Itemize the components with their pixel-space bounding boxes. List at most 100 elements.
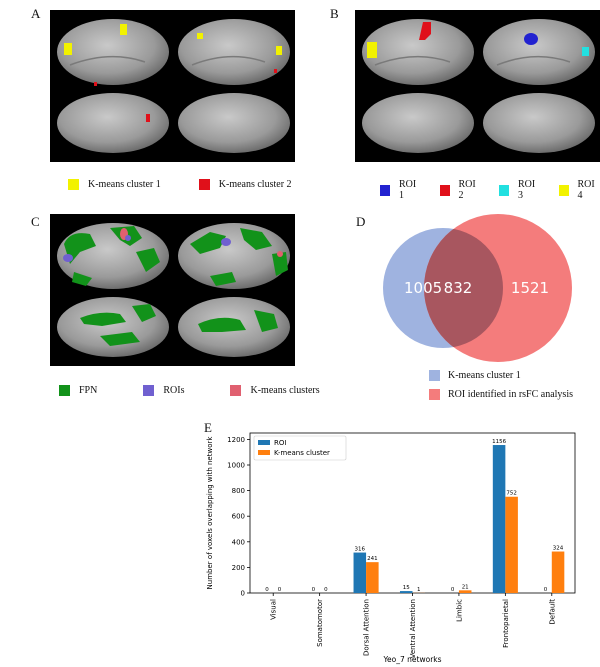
legend-item: ROI 3 xyxy=(499,179,541,201)
y-axis-label: Number of voxels overlapping with networ… xyxy=(206,436,214,590)
legend-item: ROI 1 xyxy=(380,179,422,201)
y-tick-label: 400 xyxy=(232,538,245,546)
y-tick-label: 1200 xyxy=(227,436,245,444)
legend-item: ROI 2 xyxy=(439,179,482,201)
legend-swatch xyxy=(429,370,440,381)
fpn-region xyxy=(80,312,126,326)
legend-item: K-means cluster 2 xyxy=(198,179,292,190)
legend-label: K-means cluster 1 xyxy=(88,179,161,190)
bar-value-label: 1 xyxy=(417,587,421,593)
venn-right-count: 1521 xyxy=(511,279,549,297)
cluster1-blob xyxy=(276,46,282,55)
bar-value-label: 0 xyxy=(265,587,269,593)
bar xyxy=(505,496,518,593)
fpn-region xyxy=(272,252,288,276)
brain-medial-left xyxy=(57,297,169,357)
roi-blob xyxy=(63,254,73,262)
legend-swatch xyxy=(380,184,390,196)
legend-label: FPN xyxy=(79,385,98,396)
legend-label: ROI 1 xyxy=(399,179,417,201)
y-tick-label: 1000 xyxy=(227,462,245,470)
legend-label: K-means clusters xyxy=(250,385,320,396)
panel-letter-c: C xyxy=(31,214,40,229)
fpn-region xyxy=(132,304,156,322)
y-tick-label: 200 xyxy=(232,564,245,572)
cluster2-blob xyxy=(274,69,277,73)
brain-lateral-left xyxy=(362,19,474,85)
bar-value-label: 0 xyxy=(451,587,455,593)
roi2-blob xyxy=(419,22,431,40)
bar-value-label: 316 xyxy=(355,547,366,553)
legend-swatch xyxy=(499,184,509,196)
venn-overlap-count: 832 xyxy=(444,279,473,297)
fpn-region xyxy=(72,272,92,286)
x-tick-label: Dorsal Attention xyxy=(363,599,371,656)
legend-c: FPN ROIs K-means clusters xyxy=(59,385,338,396)
brain-image-b xyxy=(355,10,600,162)
legend-item: ROIs xyxy=(143,385,184,396)
legend-d: K-means cluster 1 ROI identified in rsFC… xyxy=(429,366,573,404)
cluster2-blob xyxy=(94,82,97,86)
legend-item: K-means cluster 1 xyxy=(68,179,161,190)
bar-value-label: 0 xyxy=(312,587,316,593)
x-axis-label: Yeo_7 networks xyxy=(382,655,441,664)
legend-label: K-means cluster xyxy=(274,449,330,457)
legend-swatch xyxy=(59,385,70,396)
legend-item: K-means clusters xyxy=(230,385,320,396)
legend-swatch xyxy=(258,450,270,455)
cluster1-blob xyxy=(120,24,127,35)
fpn-region xyxy=(100,332,140,346)
fpn-region xyxy=(190,232,226,254)
bar xyxy=(492,445,506,593)
legend-swatch xyxy=(68,179,79,190)
roi-blob xyxy=(125,235,131,241)
bar xyxy=(551,551,565,593)
panel-letter-b: B xyxy=(330,6,339,21)
y-tick-label: 0 xyxy=(241,590,245,598)
bar-value-label: 21 xyxy=(462,584,469,590)
brain-image-a xyxy=(50,10,295,162)
legend-swatch xyxy=(230,385,242,396)
fpn-region xyxy=(254,310,278,332)
brain-surfaces-b xyxy=(362,19,595,153)
legend-label: K-means cluster 2 xyxy=(218,179,292,190)
brain-lateral-left xyxy=(57,19,169,85)
chart-bars xyxy=(353,445,565,593)
legend-label: ROIs xyxy=(163,385,185,396)
brain-medial-left xyxy=(362,93,474,153)
legend-swatch xyxy=(143,385,155,396)
legend-swatch xyxy=(558,184,569,196)
legend-item: ROI identified in rsFC analysis xyxy=(429,385,573,404)
legend-label: ROI identified in rsFC analysis xyxy=(448,389,573,400)
cluster1-blob xyxy=(64,43,72,55)
bar xyxy=(366,562,379,593)
legend-a: K-means cluster 1 K-means cluster 2 xyxy=(68,179,310,190)
bar-value-label: 15 xyxy=(403,585,410,591)
legend-item: ROI 4 xyxy=(558,179,600,201)
x-tick-label: Somatomotor xyxy=(316,599,324,647)
bar-value-label: 752 xyxy=(506,491,517,497)
legend-b: ROI 1 ROI 2 ROI 3 ROI 4 xyxy=(380,179,600,201)
chart-legend: ROI K-means cluster xyxy=(253,435,347,461)
venn-left-count: 1005 xyxy=(404,279,442,297)
legend-swatch xyxy=(258,440,270,445)
brain-lateral-right xyxy=(178,19,290,85)
brain-surfaces-c xyxy=(57,223,290,357)
legend-label: ROI 2 xyxy=(458,179,476,201)
x-tick-label: Visual xyxy=(270,599,278,620)
bar xyxy=(353,552,367,593)
panel-letter-e: E xyxy=(204,420,212,435)
brain-medial-right xyxy=(178,93,290,153)
fpn-region xyxy=(210,272,236,286)
legend-frame xyxy=(253,435,347,461)
brain-surfaces-a xyxy=(57,19,290,153)
legend-item: FPN xyxy=(59,385,97,396)
legend-label: ROI xyxy=(274,439,286,447)
roi1-blob xyxy=(524,33,538,45)
legend-label: K-means cluster 1 xyxy=(448,370,521,381)
y-tick-label: 600 xyxy=(232,513,245,521)
brain-lateral-right xyxy=(483,19,595,85)
fpn-region xyxy=(198,317,246,332)
brain-medial-right xyxy=(483,93,595,153)
